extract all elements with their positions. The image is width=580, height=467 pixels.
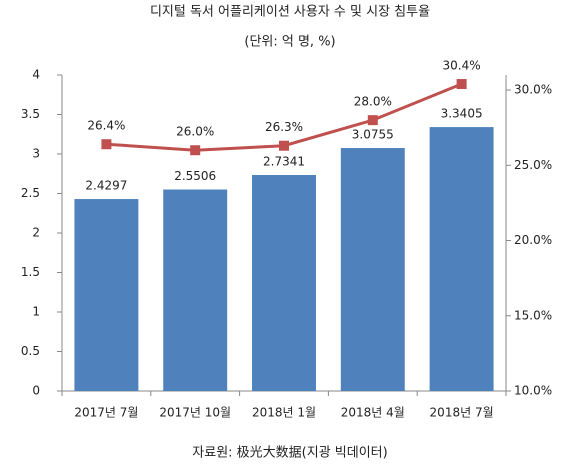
line xyxy=(106,82,463,152)
chart-subtitle: (단위: 억 명, %) xyxy=(244,35,335,50)
bar-value-label: 2.7341 xyxy=(263,155,305,169)
x-tick-label: 2018년 1월 xyxy=(252,406,316,420)
line-value-label: 30.4% xyxy=(443,59,481,73)
y2-tick-label: 25.0% xyxy=(514,158,552,172)
y-tick-label: 0.5 xyxy=(21,344,40,358)
line-marker xyxy=(367,115,378,126)
bar xyxy=(340,148,405,391)
y-tick-label: 1 xyxy=(32,305,40,319)
y2-tick-label: 15.0% xyxy=(514,308,552,322)
bar-value-label: 3.0755 xyxy=(352,128,394,142)
x-tick-label: 2017년 10월 xyxy=(159,406,231,420)
line-marker xyxy=(190,145,201,156)
bar-value-label: 2.5506 xyxy=(174,169,216,183)
y2-tick-label: 20.0% xyxy=(514,233,552,247)
y-tick-label: 4 xyxy=(32,68,40,82)
y-tick-label: 3 xyxy=(32,147,40,161)
line-value-label: 26.3% xyxy=(265,120,303,134)
y2-tick-label: 30.0% xyxy=(514,83,552,97)
bar-value-label: 3.3405 xyxy=(441,107,483,121)
line-value-label: 28.0% xyxy=(354,95,392,109)
y2-tick-label: 10.0% xyxy=(514,384,552,398)
x-tick-label: 2018년 4월 xyxy=(341,406,405,420)
line-marker xyxy=(279,140,289,151)
y-tick-label: 2 xyxy=(32,226,40,240)
bar xyxy=(429,127,494,392)
y-tick-label: 1.5 xyxy=(21,265,40,279)
x-tick-label: 2018년 7월 xyxy=(430,406,494,420)
source-note: 자료원: 极光大数据(지광 빅데이터) xyxy=(192,446,387,461)
bar-value-label: 2.4297 xyxy=(85,179,127,193)
x-tick-label: 2017년 7월 xyxy=(74,406,138,420)
bar xyxy=(163,189,228,391)
chart-title: 디지털 독서 어플리케이션 사용자 수 및 시장 침투율 xyxy=(150,5,430,20)
bar xyxy=(74,199,139,391)
line-marker xyxy=(101,139,112,150)
y-tick-label: 0 xyxy=(32,384,40,398)
line-marker xyxy=(456,79,467,90)
y-tick-label: 2.5 xyxy=(21,186,40,200)
line-value-label: 26.4% xyxy=(87,119,125,133)
y-tick-label: 3.5 xyxy=(21,107,40,121)
bar xyxy=(252,175,316,391)
line-value-label: 26.0% xyxy=(176,125,214,139)
